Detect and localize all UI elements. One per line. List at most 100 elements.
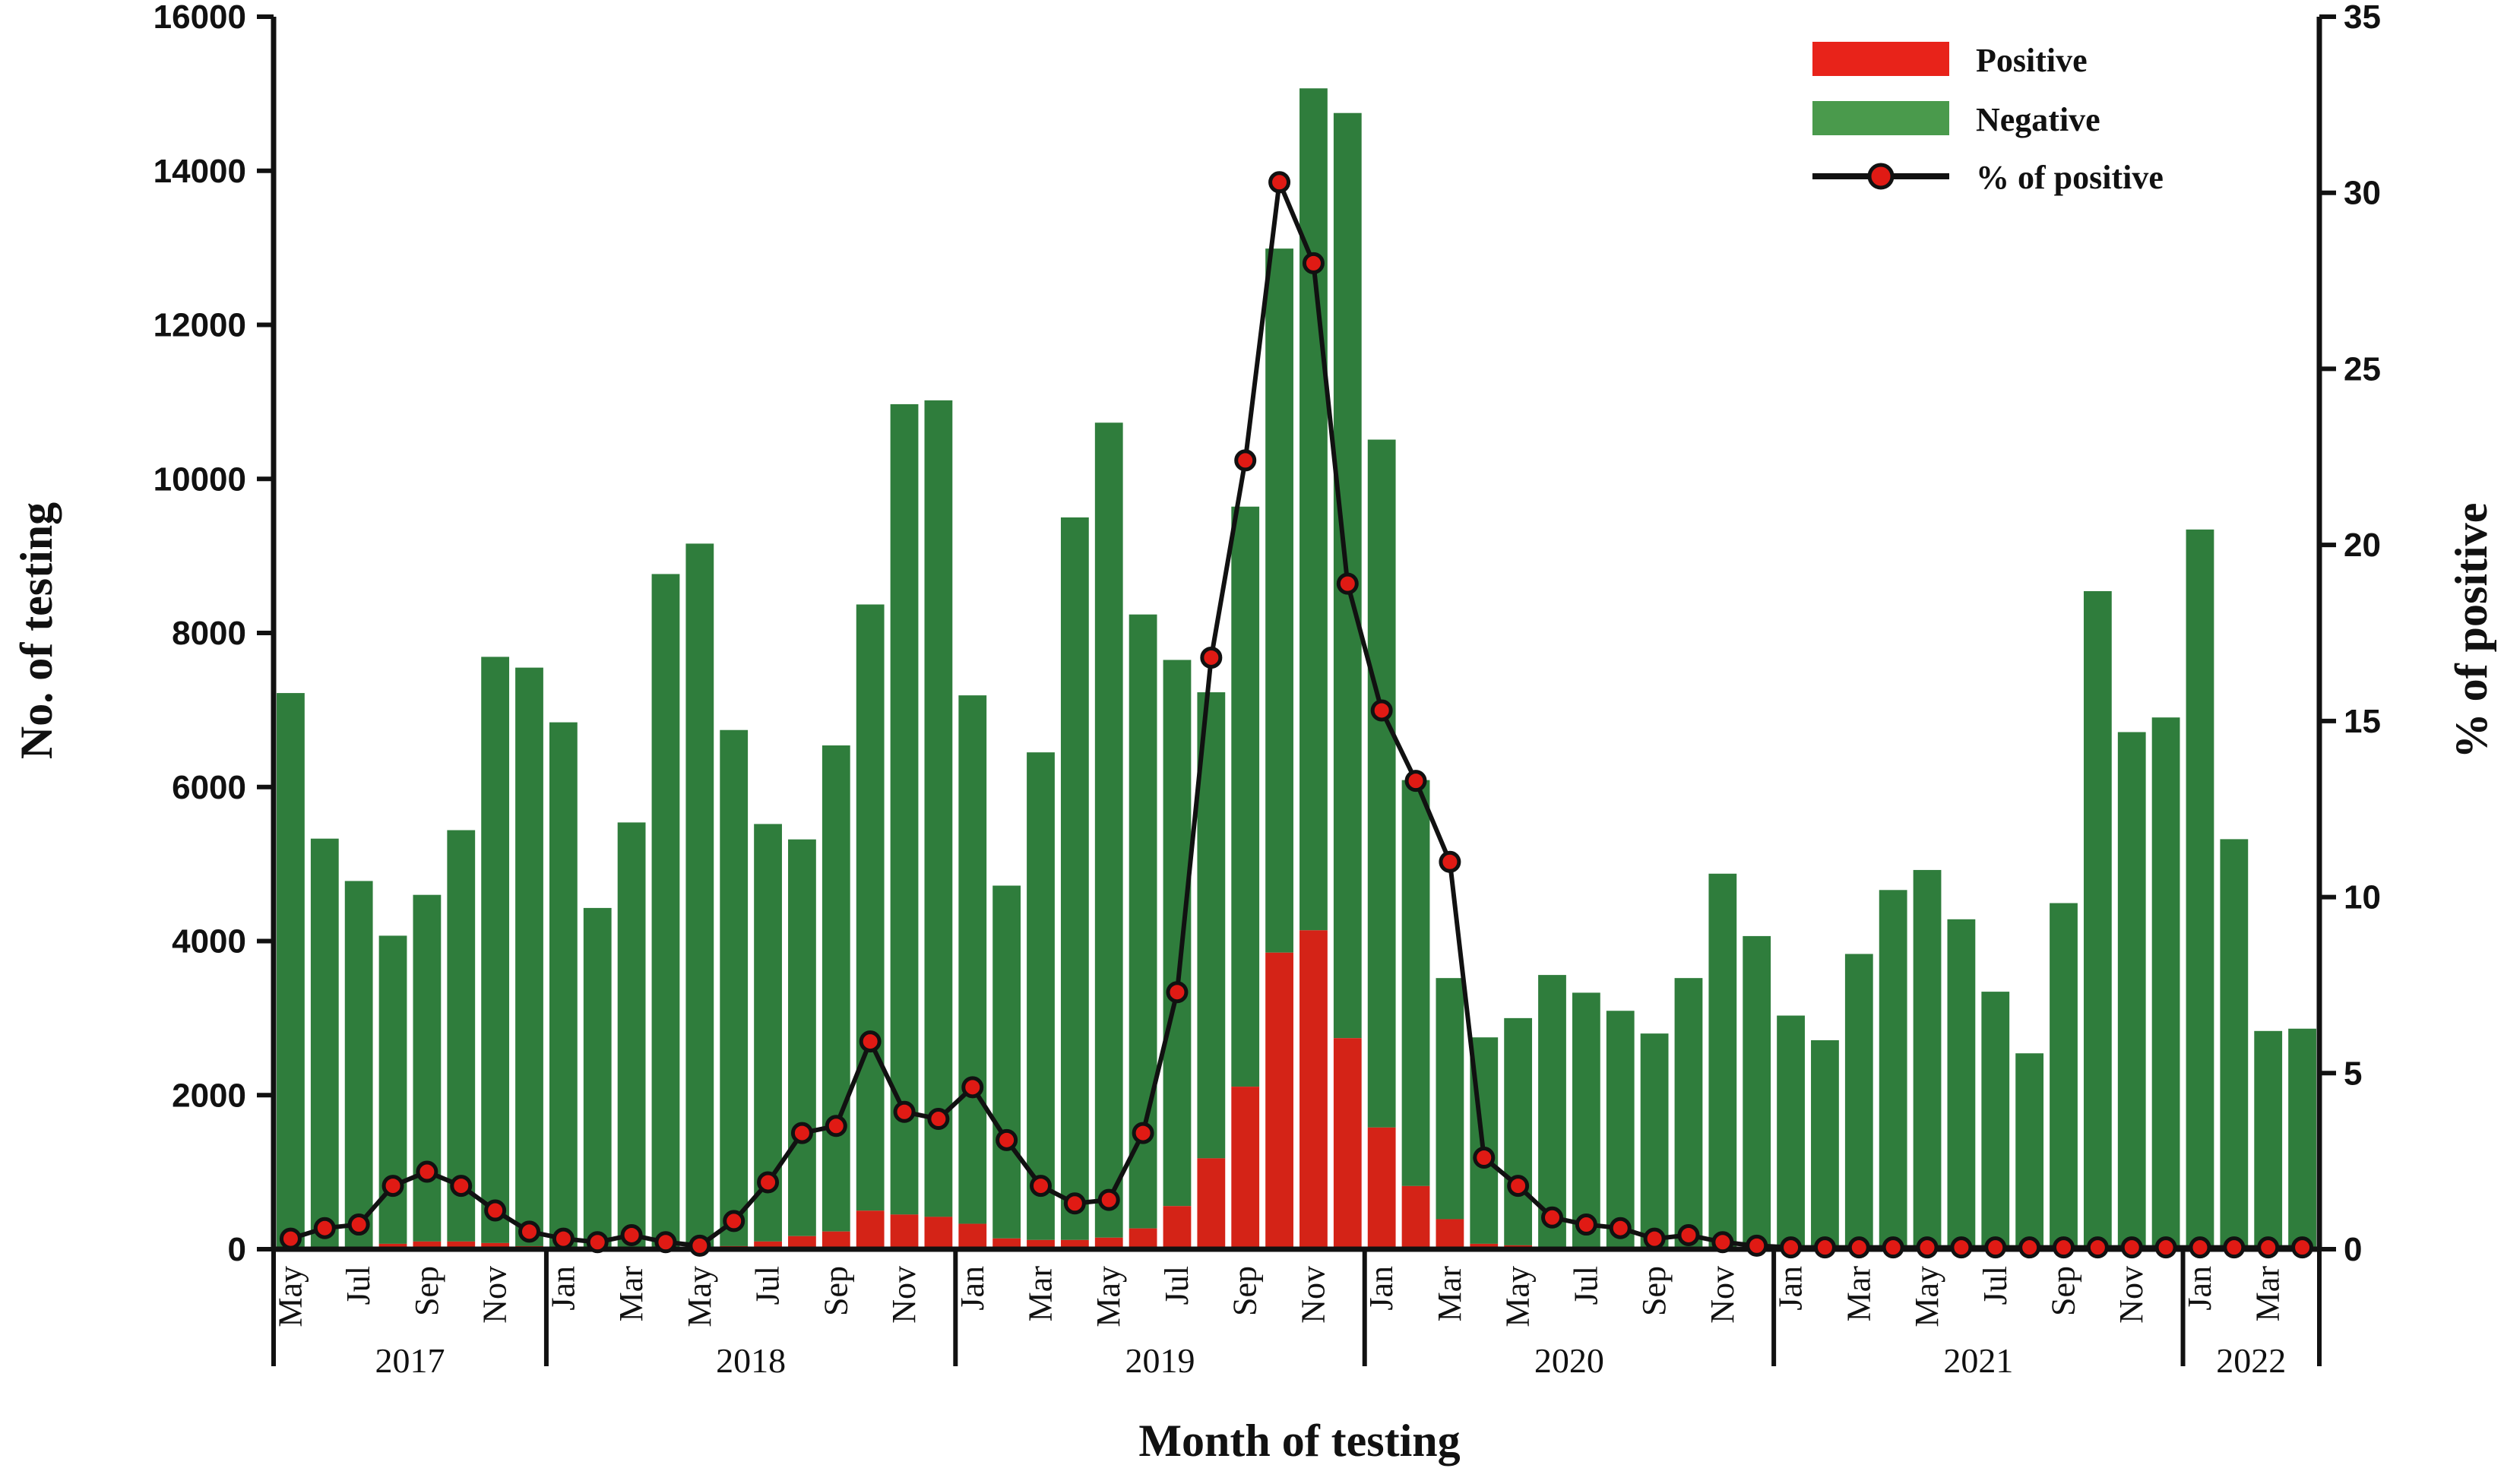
bar-positive [924,1217,953,1249]
bar-negative [2015,1053,2044,1249]
year-label: 2017 [375,1341,445,1380]
x-tick-label: Mar [1431,1266,1468,1322]
bar-negative [856,604,885,1211]
percent-point [1507,1175,1530,1198]
percent-point [1234,449,1257,472]
bar-positive [1265,952,1293,1249]
bar-negative [1981,992,2010,1249]
bar-positive [1401,1185,1430,1249]
y2-tick-label: 25 [2344,350,2381,388]
bar-positive [856,1210,885,1249]
bar-positive [992,1238,1021,1249]
percent-point [654,1231,677,1254]
percent-point [1473,1147,1496,1169]
x-tick-label: Sep [817,1266,854,1316]
percent-point [1882,1236,1904,1259]
legend: Positive Negative % of positive [1812,42,2164,196]
bar-negative [583,907,612,1248]
x-tick-label: Jul [1567,1266,1604,1305]
bar-negative [1299,88,1328,931]
bar-negative [1436,978,1464,1220]
percent-point [859,1030,882,1053]
bar-negative [1504,1017,1533,1245]
percent-point [2257,1236,2280,1259]
bar-negative [481,657,510,1243]
x-tick-label: Jul [1158,1266,1195,1305]
percent-point [1200,646,1223,669]
percent-point [1575,1213,1597,1236]
bar-negative [720,729,749,1246]
bar-negative [1606,1011,1635,1248]
bar-positive [821,1231,850,1249]
bar-negative [1708,873,1737,1249]
y2-tick-label: 35 [2344,0,2381,36]
x-tick-label: May [681,1266,718,1327]
y2-tick-label: 30 [2344,175,2381,212]
bar-positive [1129,1228,1157,1249]
x-tick-label: Jan [954,1266,991,1311]
bar-negative [958,695,987,1224]
bar-positive [958,1223,987,1249]
percent-point [1916,1236,1939,1259]
percent-point [996,1128,1018,1151]
percent-point [1302,252,1325,274]
percent-point [723,1210,746,1232]
percent-point [689,1234,711,1257]
percent-point [927,1108,950,1131]
bar-negative [1094,422,1123,1238]
bar-positive [413,1241,442,1249]
bar-positive [447,1241,476,1249]
y2-tick-label: 0 [2344,1231,2362,1268]
percent-point [1370,699,1393,722]
percent-point [1813,1236,1836,1259]
percent-point [1780,1236,1803,1259]
y2-tick-label: 5 [2344,1055,2362,1092]
x-tick-label: Mar [2249,1266,2287,1322]
bar-positive [1163,1206,1192,1249]
percent-point [313,1217,336,1239]
bar-negative [685,543,714,1248]
x-tick-label: Jul [1977,1266,2014,1305]
percent-point [2291,1236,2314,1259]
x-tick-label: Jan [544,1266,581,1311]
bar-layer [277,88,2316,1249]
bar-negative [2254,1030,2283,1249]
bar-negative [890,403,919,1215]
x-tick-label: May [1908,1266,1945,1327]
x-tick-label: Jan [1772,1266,1809,1311]
bar-positive [1470,1243,1499,1249]
percent-point [586,1231,609,1254]
percent-point [1063,1192,1086,1215]
y2-tick-label: 10 [2344,879,2381,916]
y-tick-label: 12000 [154,307,246,344]
y2-tick-label: 15 [2344,703,2381,740]
x-tick-label: Mar [1022,1266,1059,1322]
bar-positive [788,1236,816,1249]
percent-point [1030,1175,1052,1198]
y2-axis-title: % of positive [2446,503,2496,759]
bar-negative [549,722,578,1248]
bar-positive [1436,1219,1464,1249]
percent-point [961,1076,984,1099]
x-tick-label: May [271,1266,309,1327]
y-tick-label: 8000 [172,615,246,652]
year-label: 2022 [2216,1341,2286,1380]
x-tick-label: Sep [2045,1266,2082,1316]
y-tick-label: 14000 [154,153,246,190]
bar-negative [2083,590,2112,1249]
percent-point [825,1115,847,1138]
bar-negative [1027,752,1055,1240]
bar-positive [378,1243,407,1249]
bar-positive [1231,1087,1260,1249]
percent-point [790,1122,813,1144]
bar-negative [447,830,476,1242]
percent-point [1746,1234,1768,1257]
bar-positive [481,1242,510,1249]
year-label: 2018 [716,1341,786,1380]
percent-point [1711,1231,1734,1254]
percent-point [1132,1122,1154,1144]
percent-point [893,1100,916,1123]
bar-negative [1913,869,1942,1249]
x-tick-label: Jan [1363,1266,1400,1311]
percent-point [620,1223,643,1246]
